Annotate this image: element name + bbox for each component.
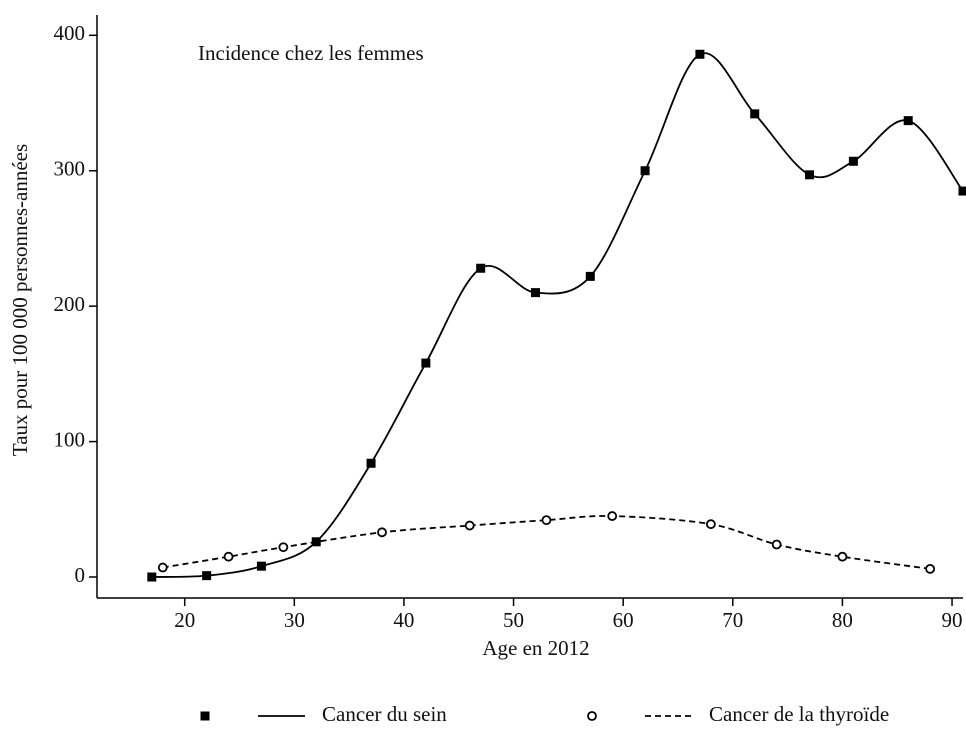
marker bbox=[476, 263, 486, 273]
series-line bbox=[151, 52, 964, 578]
x-tick-label: 60 bbox=[613, 608, 634, 632]
marker bbox=[837, 551, 848, 562]
x-tick-label: 20 bbox=[174, 608, 195, 632]
marker bbox=[585, 271, 595, 281]
marker bbox=[366, 458, 376, 468]
x-tick-label: 80 bbox=[832, 608, 853, 632]
marker bbox=[278, 542, 289, 553]
marker bbox=[223, 551, 234, 562]
legend-label: Cancer du sein bbox=[322, 702, 447, 726]
x-tick-label: 30 bbox=[284, 608, 305, 632]
marker bbox=[530, 288, 540, 298]
marker bbox=[607, 511, 618, 521]
marker bbox=[202, 571, 212, 581]
marker bbox=[903, 116, 913, 126]
y-tick-label: 300 bbox=[54, 157, 86, 181]
marker bbox=[705, 519, 716, 530]
marker bbox=[157, 562, 168, 573]
annotation: Incidence chez les femmes bbox=[198, 41, 424, 65]
y-tick-label: 200 bbox=[54, 292, 86, 316]
marker bbox=[640, 166, 650, 176]
marker bbox=[421, 358, 431, 368]
marker bbox=[750, 109, 760, 119]
x-tick-label: 70 bbox=[722, 608, 743, 632]
y-tick-label: 0 bbox=[75, 563, 86, 587]
legend-marker bbox=[587, 711, 597, 721]
y-tick-label: 100 bbox=[54, 427, 86, 451]
x-tick-label: 50 bbox=[503, 608, 524, 632]
legend-marker bbox=[200, 711, 210, 721]
legend-label: Cancer de la thyroïde bbox=[709, 702, 889, 726]
marker bbox=[695, 49, 705, 59]
marker bbox=[771, 539, 782, 550]
marker bbox=[541, 515, 552, 526]
marker bbox=[256, 561, 266, 571]
x-tick-label: 40 bbox=[393, 608, 414, 632]
marker bbox=[805, 170, 815, 180]
marker bbox=[377, 527, 387, 538]
y-tick-label: 400 bbox=[54, 21, 86, 45]
marker bbox=[958, 186, 966, 196]
x-tick-label: 90 bbox=[942, 608, 963, 632]
marker bbox=[848, 156, 858, 166]
marker bbox=[147, 572, 157, 582]
marker bbox=[464, 520, 475, 531]
series-line bbox=[162, 515, 931, 570]
y-axis-label: Taux pour 100 000 personnes-années bbox=[8, 144, 32, 456]
marker bbox=[925, 563, 936, 574]
x-axis-label: Age en 2012 bbox=[482, 636, 589, 660]
